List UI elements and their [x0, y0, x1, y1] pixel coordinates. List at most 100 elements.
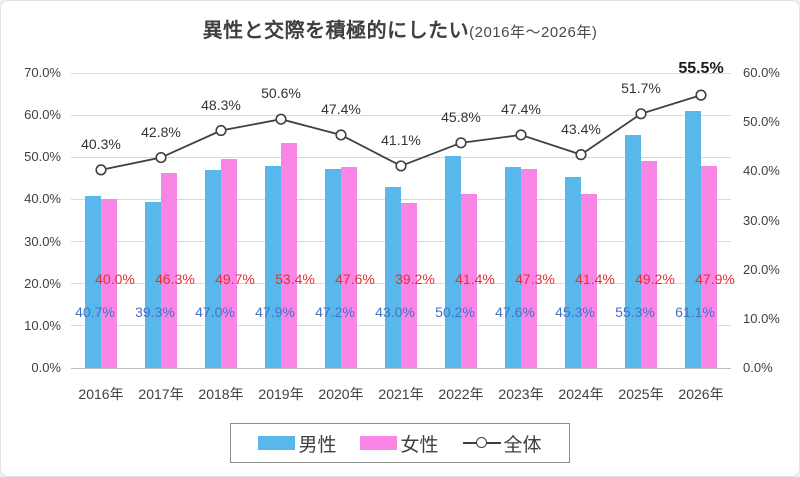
- data-label-female: 47.3%: [515, 271, 555, 287]
- x-axis-label: 2018年: [198, 386, 244, 402]
- line-marker: [275, 113, 287, 125]
- data-label-female: 49.2%: [635, 271, 675, 287]
- y-axis-right-tick: 0.0%: [743, 360, 773, 375]
- data-label-female: 49.7%: [215, 271, 255, 287]
- y-axis-left-tick: 50.0%: [24, 149, 61, 165]
- line-marker: [95, 164, 107, 176]
- total-line-series: [95, 89, 707, 176]
- bar-female: [161, 172, 177, 368]
- legend-item-female: 女性: [360, 430, 439, 457]
- bar-female: [641, 160, 657, 368]
- x-axis-label: 2021年: [378, 386, 424, 402]
- data-label-female: 39.2%: [395, 271, 435, 287]
- chart-title-range: (2016年～2026年): [469, 24, 598, 41]
- x-axis-label: 2023年: [498, 386, 544, 402]
- data-label-male: 47.9%: [255, 304, 295, 320]
- line-marker: [335, 129, 347, 141]
- legend-label-female: 女性: [400, 434, 439, 456]
- data-label-total: 47.4%: [501, 100, 541, 117]
- line-marker: [155, 151, 167, 164]
- bar-female: [341, 167, 357, 368]
- data-label-male: 47.6%: [495, 304, 535, 320]
- gridline: [71, 72, 731, 74]
- plot-area: [71, 72, 731, 369]
- data-label-male: 47.0%: [195, 304, 235, 320]
- y-axis-left-tick: 0.0%: [31, 360, 61, 375]
- male-swatch-icon: [258, 436, 296, 450]
- line-marker-icon: [462, 437, 501, 449]
- bar-female: [461, 193, 477, 368]
- x-axis-label: 2019年: [258, 386, 304, 402]
- bar-female: [581, 193, 597, 368]
- bar-male: [385, 186, 401, 368]
- data-label-female: 47.6%: [335, 271, 375, 287]
- y-axis-right-tick: 50.0%: [743, 114, 780, 130]
- legend-item-male: 男性: [258, 430, 336, 457]
- bar-female: [281, 142, 297, 368]
- female-swatch-icon: [360, 436, 398, 450]
- y-axis-right-tick: 40.0%: [743, 163, 780, 179]
- y-axis-left-tick: 60.0%: [24, 107, 61, 123]
- data-label-male: 61.1%: [675, 304, 715, 320]
- data-label-female: 41.4%: [455, 271, 495, 287]
- legend-label-male: 男性: [298, 434, 337, 456]
- y-axis-right-tick: 10.0%: [743, 310, 780, 326]
- data-label-total: 42.8%: [141, 123, 181, 140]
- x-axis-line: [71, 367, 731, 369]
- data-label-total: 51.7%: [621, 79, 661, 96]
- line-marker: [215, 124, 227, 137]
- data-label-total: 45.8%: [441, 108, 481, 125]
- data-label-male: 39.3%: [135, 304, 175, 320]
- line-marker: [395, 160, 407, 172]
- data-label-male: 43.0%: [375, 304, 415, 320]
- x-axis-label: 2022年: [438, 386, 484, 402]
- data-label-total: 50.6%: [261, 85, 301, 102]
- data-label-total: 48.3%: [201, 96, 241, 113]
- gridline: [71, 114, 731, 116]
- bar-female: [101, 199, 117, 368]
- line-marker: [575, 149, 587, 161]
- x-axis-label: 2026年: [678, 386, 724, 402]
- bar-female: [521, 168, 537, 368]
- line-marker: [635, 108, 647, 120]
- gridline: [71, 198, 731, 200]
- chart-title-main: 異性と交際を積極的にしたい: [202, 20, 470, 42]
- data-label-female: 41.4%: [575, 271, 615, 287]
- legend-item-total: 全体: [462, 430, 542, 457]
- y-axis-left-tick: 10.0%: [24, 317, 61, 333]
- data-label-male: 47.2%: [315, 304, 355, 320]
- bar-male: [205, 169, 221, 368]
- y-axis-left-tick: 20.0%: [24, 275, 61, 291]
- data-label-female: 40.0%: [95, 271, 135, 287]
- data-label-female: 46.3%: [155, 271, 195, 287]
- line-marker: [695, 89, 707, 101]
- bar-male: [565, 177, 581, 368]
- data-label-total: 43.4%: [561, 120, 601, 137]
- y-axis-left-tick: 40.0%: [24, 191, 61, 207]
- bar-female: [701, 166, 717, 368]
- legend: 男性 女性 全体: [230, 423, 570, 463]
- y-axis-right-tick: 20.0%: [743, 261, 780, 277]
- y-axis-left-tick: 70.0%: [24, 65, 61, 80]
- bar-male: [265, 166, 281, 368]
- bar-male: [145, 202, 161, 368]
- bar-male: [505, 167, 521, 368]
- data-label-male: 50.2%: [435, 304, 475, 320]
- x-axis-label: 2017年: [138, 386, 184, 402]
- x-axis-label: 2016年: [78, 386, 124, 402]
- y-axis-left-tick: 30.0%: [24, 233, 61, 249]
- x-axis-label: 2020年: [318, 386, 364, 402]
- data-label-male: 40.7%: [75, 304, 115, 320]
- bar-male: [85, 196, 101, 368]
- data-label-total: 55.5%: [678, 60, 724, 78]
- x-axis-label: 2024年: [558, 386, 604, 402]
- data-label-total: 47.4%: [321, 100, 361, 117]
- data-label-female: 47.9%: [695, 271, 735, 287]
- chart-title: 異性と交際を積極的にしたい(2016年～2026年): [1, 14, 799, 43]
- data-label-total: 41.1%: [381, 131, 421, 148]
- data-label-female: 53.4%: [275, 271, 315, 287]
- bar-female: [401, 202, 417, 368]
- bar-male: [445, 156, 461, 368]
- gridline: [71, 156, 731, 158]
